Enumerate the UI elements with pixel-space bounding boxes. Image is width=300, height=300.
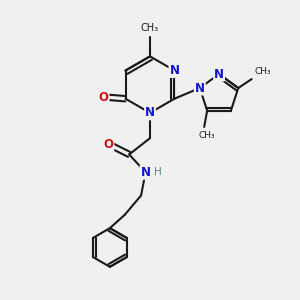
Text: CH₃: CH₃ bbox=[141, 23, 159, 34]
Text: H: H bbox=[154, 167, 162, 177]
Text: CH₃: CH₃ bbox=[198, 130, 215, 140]
Text: N: N bbox=[145, 106, 155, 119]
Text: O: O bbox=[99, 91, 109, 104]
Text: N: N bbox=[169, 64, 179, 77]
Text: N: N bbox=[214, 68, 224, 81]
Text: CH₃: CH₃ bbox=[255, 67, 271, 76]
Text: N: N bbox=[195, 82, 205, 94]
Text: N: N bbox=[140, 166, 151, 179]
Text: O: O bbox=[103, 138, 113, 152]
